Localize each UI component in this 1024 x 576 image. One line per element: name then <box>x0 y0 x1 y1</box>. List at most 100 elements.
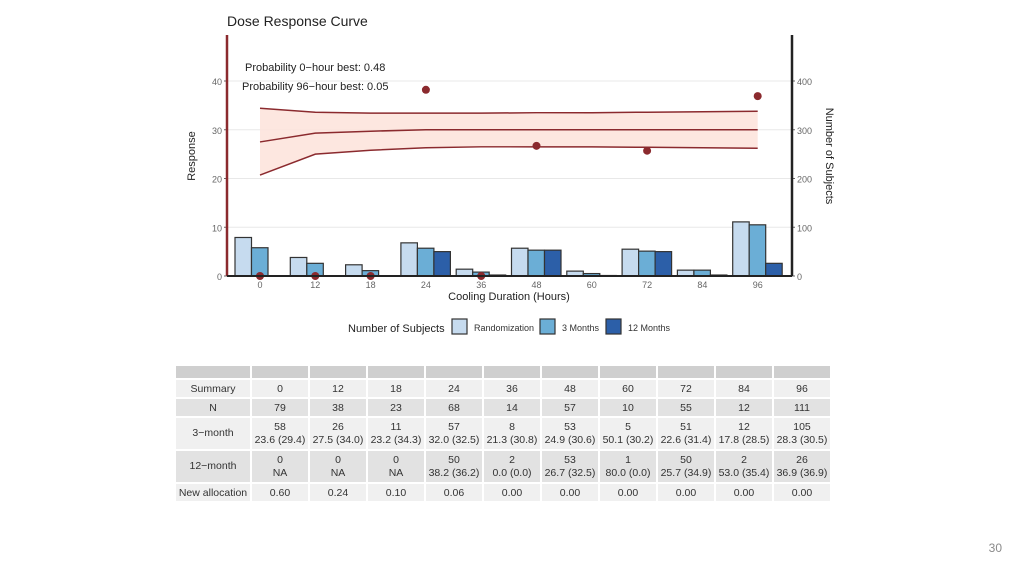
y2-tick-label: 0 <box>797 272 802 282</box>
cell-count: 26 <box>796 453 808 466</box>
row-label: N <box>176 399 250 416</box>
table-cell: 55 <box>658 399 714 416</box>
table-cell: 60 <box>600 380 656 397</box>
table-cell: 24 <box>426 380 482 397</box>
table-cell: 0.60 <box>252 484 308 501</box>
summary-table: Summary 0 12 18 24 36 48 60 72 84 96 N 79 38 23 68 14 57 1… <box>174 364 832 503</box>
table-cell: 14 <box>484 399 540 416</box>
table-header-row <box>176 366 830 378</box>
cell-mean-sd: 21.3 (30.8) <box>486 433 538 446</box>
curve-lower <box>259 146 758 176</box>
cell-mean-sd: 80.0 (0.0) <box>605 466 651 479</box>
cell-count: 53 <box>564 453 576 466</box>
cell-mean-sd: NA <box>388 466 404 479</box>
table-cell: 11 23.2 (34.3) <box>368 418 424 449</box>
table-cell: 0.00 <box>658 484 714 501</box>
header-cell <box>310 366 366 378</box>
header-cell <box>542 366 598 378</box>
header-cell <box>774 366 830 378</box>
cell-count: 0 <box>393 453 399 466</box>
cell-mean-sd: 23.2 (34.3) <box>370 433 422 446</box>
credible-band <box>260 108 758 176</box>
bar-12-months <box>433 251 451 277</box>
cell-mean-sd: NA <box>272 466 288 479</box>
cell-mean-sd: 27.5 (34.0) <box>312 433 364 446</box>
table-cell: 0.00 <box>600 484 656 501</box>
y-tick-label: 0 <box>217 272 222 282</box>
legend-label-12-months: 12 Months <box>628 323 671 333</box>
x-tick-label: 48 <box>531 280 541 290</box>
cell-count: 50 <box>448 453 460 466</box>
table-cell: 0.00 <box>716 484 772 501</box>
y-tick-label: 30 <box>212 126 222 136</box>
table-cell: 2 53.0 (35.4) <box>716 451 772 482</box>
y-tick-label: 10 <box>212 223 222 233</box>
bar-randomization <box>234 236 253 277</box>
table-cell: 96 <box>774 380 830 397</box>
row-label: Summary <box>176 380 250 397</box>
x-tick-label: 96 <box>753 280 763 290</box>
table-cell: 36 <box>484 380 540 397</box>
table-cell: 50 38.2 (36.2) <box>426 451 482 482</box>
bar-randomization <box>732 221 750 277</box>
cell-count: 58 <box>274 420 286 433</box>
bar-randomization <box>455 268 474 277</box>
bar-3-months <box>637 250 656 277</box>
row-label: New allocation <box>176 484 250 501</box>
cell-mean-sd: 53.0 (35.4) <box>718 466 770 479</box>
table-cell: 57 <box>542 399 598 416</box>
cell-mean-sd: 23.6 (29.4) <box>254 433 306 446</box>
table-cell: 0.24 <box>310 484 366 501</box>
table-cell: 0.10 <box>368 484 424 501</box>
table-cell: 0 <box>252 380 308 397</box>
header-cell <box>368 366 424 378</box>
cell-mean-sd: NA <box>330 466 346 479</box>
cell-count: 5 <box>625 420 631 433</box>
legend-swatch-12-months <box>605 318 622 335</box>
cell-count: 8 <box>509 420 515 433</box>
cell-count: 1 <box>625 453 631 466</box>
table-cell: 12 <box>716 399 772 416</box>
cell-count: 2 <box>509 453 515 466</box>
table-row: N 79 38 23 68 14 57 10 55 12 111 <box>176 399 830 416</box>
cell-count: 57 <box>448 420 460 433</box>
data-point <box>532 141 541 150</box>
bar-3-months <box>748 224 767 277</box>
table-cell: 53 26.7 (32.5) <box>542 451 598 482</box>
cell-count: 53 <box>564 420 576 433</box>
row-label: 3−month <box>176 418 250 449</box>
y-tick-label: 20 <box>212 175 222 185</box>
y2-tick-label: 200 <box>797 175 812 185</box>
table-cell: 5 50.1 (30.2) <box>600 418 656 449</box>
table-cell: 8 21.3 (30.8) <box>484 418 540 449</box>
bar-12-months <box>654 251 673 277</box>
cell-count: 0 <box>335 453 341 466</box>
table-row: 3−month 58 23.6 (29.4) 26 27.5 (34.0) 11 23.2 … <box>176 418 830 449</box>
header-cell <box>484 366 540 378</box>
table-cell: 72 <box>658 380 714 397</box>
header-cell <box>600 366 656 378</box>
x-tick-label: 0 <box>257 280 262 290</box>
cell-mean-sd: 22.6 (31.4) <box>660 433 712 446</box>
page-number: 30 <box>988 541 1002 555</box>
table-cell: 12 17.8 (28.5) <box>716 418 772 449</box>
legend-swatch-3-months <box>539 318 556 335</box>
x-tick-label: 36 <box>476 280 486 290</box>
cell-mean-sd: 24.9 (30.6) <box>544 433 596 446</box>
legend-swatch-randomization <box>451 318 468 335</box>
cell-count: 2 <box>741 453 747 466</box>
bar-randomization <box>400 242 418 277</box>
header-cell <box>426 366 482 378</box>
bar-3-months <box>527 249 546 277</box>
row-label: 12−month <box>176 451 250 482</box>
y-tick-label: 40 <box>212 77 222 87</box>
table-cell: 0.00 <box>484 484 540 501</box>
table-cell: 48 <box>542 380 598 397</box>
table-cell: 26 27.5 (34.0) <box>310 418 366 449</box>
dose-response-chart: Dose Response Curve 01020304001002003004… <box>186 13 835 335</box>
table-cell: 53 24.9 (30.6) <box>542 418 598 449</box>
table-cell: 12 <box>310 380 366 397</box>
x-tick-label: 60 <box>587 280 597 290</box>
header-cell <box>252 366 308 378</box>
annotation-96-hour: Probability 96−hour best: 0.05 <box>242 81 388 93</box>
